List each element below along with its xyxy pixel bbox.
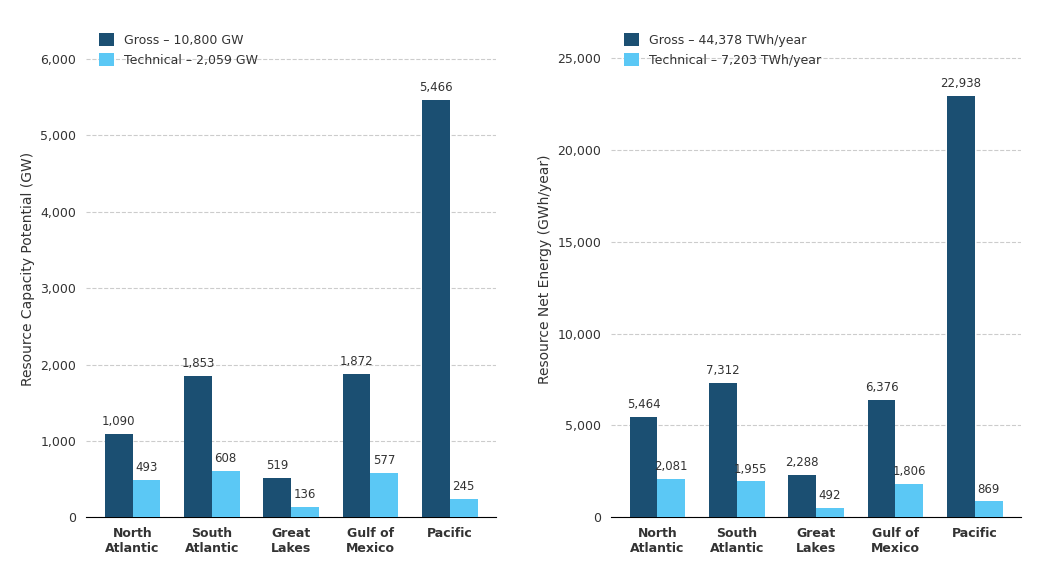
Bar <box>737 482 765 517</box>
Text: 7,312: 7,312 <box>706 364 740 377</box>
Legend: Gross – 10,800 GW, Technical – 2,059 GW: Gross – 10,800 GW, Technical – 2,059 GW <box>93 27 264 73</box>
Text: 608: 608 <box>215 452 237 465</box>
Bar <box>789 475 816 517</box>
Legend: Gross – 44,378 TWh/year, Technical – 7,203 TWh/year: Gross – 44,378 TWh/year, Technical – 7,2… <box>617 27 827 73</box>
Text: 2,081: 2,081 <box>654 460 688 473</box>
Text: 22,938: 22,938 <box>940 77 982 90</box>
Bar <box>629 417 658 517</box>
Text: 1,090: 1,090 <box>102 415 135 428</box>
Text: 6,376: 6,376 <box>865 381 898 394</box>
Bar <box>105 434 132 517</box>
Text: 577: 577 <box>373 454 396 467</box>
Bar <box>868 400 895 517</box>
Bar <box>947 96 974 517</box>
Text: 519: 519 <box>266 459 289 472</box>
Text: 5,466: 5,466 <box>419 81 453 94</box>
Bar <box>291 507 319 517</box>
Bar <box>264 478 291 517</box>
Bar <box>895 484 923 517</box>
Bar <box>974 502 1002 517</box>
Bar <box>816 509 844 517</box>
Text: 1,853: 1,853 <box>181 357 215 370</box>
Text: 5,464: 5,464 <box>626 398 661 411</box>
Text: 869: 869 <box>977 483 1000 495</box>
Text: 245: 245 <box>452 480 475 492</box>
Bar <box>422 100 450 517</box>
Text: 1,872: 1,872 <box>340 355 373 369</box>
Bar <box>658 479 686 517</box>
Bar <box>184 376 212 517</box>
Bar <box>371 473 398 517</box>
Y-axis label: Resource Net Energy (GWh/year): Resource Net Energy (GWh/year) <box>538 154 552 384</box>
Text: 1,806: 1,806 <box>893 465 926 478</box>
Text: 492: 492 <box>819 490 841 502</box>
Bar <box>132 480 160 517</box>
Bar <box>709 383 737 517</box>
Bar <box>450 499 477 517</box>
Bar <box>212 471 240 517</box>
Y-axis label: Resource Capacity Potential (GW): Resource Capacity Potential (GW) <box>21 152 34 386</box>
Bar <box>343 374 371 517</box>
Text: 136: 136 <box>294 488 316 501</box>
Text: 2,288: 2,288 <box>786 456 819 469</box>
Text: 493: 493 <box>135 461 157 474</box>
Text: 1,955: 1,955 <box>734 463 767 476</box>
